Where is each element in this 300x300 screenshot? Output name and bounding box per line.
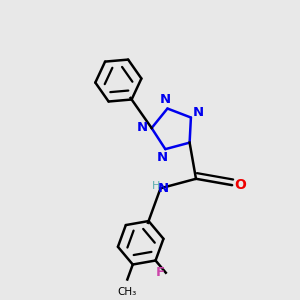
Text: N: N [158,182,169,195]
Text: O: O [234,178,246,192]
Text: N: N [137,121,148,134]
Text: F: F [155,266,165,279]
Text: H: H [152,181,160,191]
Text: N: N [160,93,171,106]
Text: CH₃: CH₃ [118,286,137,296]
Text: N: N [193,106,204,119]
Text: N: N [157,151,168,164]
